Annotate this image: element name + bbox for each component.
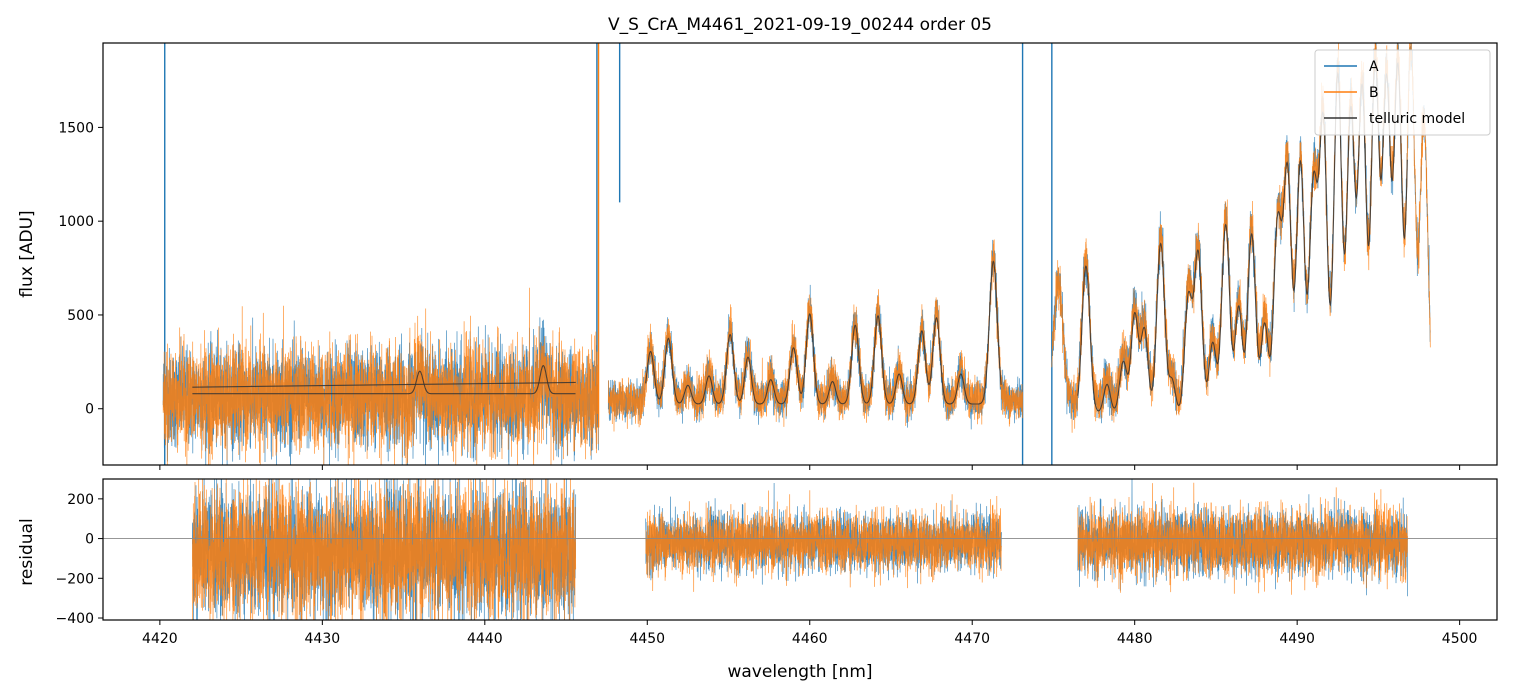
residual-plot-area (103, 479, 1497, 620)
residual-xtick-label-4430: 4430 (305, 631, 341, 647)
residual-xtick-label-4500: 4500 (1442, 631, 1478, 647)
flux-ytick-label-500: 500 (67, 308, 94, 324)
residual-xtick-label-4470: 4470 (954, 631, 990, 647)
residual-B-segment-2 (645, 490, 1002, 592)
residual-B-segment-3 (1077, 482, 1408, 595)
residual-xtick-label-4440: 4440 (467, 631, 503, 647)
telluric-model-segment-2 (645, 260, 1002, 405)
flux-ytick-label-0: 0 (85, 402, 94, 418)
legend-box (1314, 49, 1491, 136)
residual-xtick-label-4490: 4490 (1279, 631, 1315, 647)
residual-ytick-label--400: −400 (56, 611, 94, 627)
telluric-model-upper-line (192, 381, 576, 388)
residual-y-axis: −400 −200 0 200 (56, 492, 103, 627)
flux-x-axis (159, 465, 1461, 470)
flux-ytick-label-1000: 1000 (58, 214, 94, 230)
x-axis-label: wavelength [nm] (727, 662, 872, 682)
series-B-residual (192, 479, 1408, 620)
legend-label-B: B (1369, 85, 1379, 101)
flux-y-label: flux [ADU] (17, 210, 37, 297)
residual-y-label: residual (17, 518, 37, 585)
residual-ytick-label-0: 0 (85, 532, 94, 548)
legend-label-telluric-model: telluric model (1369, 111, 1465, 127)
flux-y-axis: 0 500 1000 1500 (58, 120, 103, 418)
residual-B-segment-1 (192, 479, 577, 620)
legend: A B telluric model (1314, 49, 1491, 136)
residual-xtick-label-4460: 4460 (792, 631, 828, 647)
flux-plot-area (162, 43, 1431, 465)
residual-xtick-label-4480: 4480 (1117, 631, 1153, 647)
telluric-model-segment-1 (192, 365, 576, 395)
residual-x-axis: 4420 4430 4440 4450 4460 4470 4480 4490 4500 (142, 620, 1477, 647)
legend-label-A: A (1369, 59, 1379, 75)
residual-axes-frame (102, 478, 1498, 621)
series-B-segment-1 (162, 287, 599, 465)
chart-title: V_S_CrA_M4461_2021-09-19_00244 order 05 (608, 15, 992, 35)
residual-ytick-label-200: 200 (67, 492, 94, 508)
residual-xtick-label-4450: 4450 (629, 631, 665, 647)
series-B-segment-3 (1051, 43, 1431, 433)
residual-xtick-label-4420: 4420 (142, 631, 178, 647)
residual-ytick-label--200: −200 (56, 571, 94, 587)
flux-ytick-label-1500: 1500 (58, 120, 94, 136)
flux-axes-frame (102, 42, 1498, 466)
